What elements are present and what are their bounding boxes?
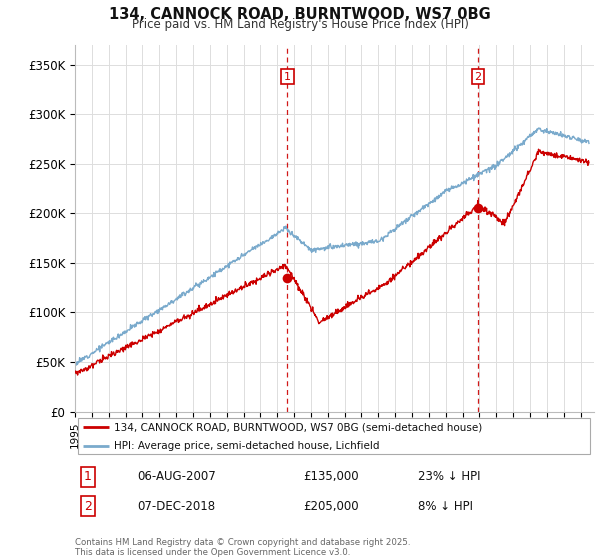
Text: Price paid vs. HM Land Registry's House Price Index (HPI): Price paid vs. HM Land Registry's House … xyxy=(131,18,469,31)
Text: 1: 1 xyxy=(284,72,291,82)
Text: HPI: Average price, semi-detached house, Lichfield: HPI: Average price, semi-detached house,… xyxy=(114,441,379,451)
Text: 07-DEC-2018: 07-DEC-2018 xyxy=(137,500,215,513)
Text: £135,000: £135,000 xyxy=(304,470,359,483)
Text: 8% ↓ HPI: 8% ↓ HPI xyxy=(418,500,473,513)
FancyBboxPatch shape xyxy=(77,418,590,454)
Text: 134, CANNOCK ROAD, BURNTWOOD, WS7 0BG (semi-detached house): 134, CANNOCK ROAD, BURNTWOOD, WS7 0BG (s… xyxy=(114,422,482,432)
Text: 1: 1 xyxy=(84,470,92,483)
Text: 134, CANNOCK ROAD, BURNTWOOD, WS7 0BG: 134, CANNOCK ROAD, BURNTWOOD, WS7 0BG xyxy=(109,7,491,22)
Text: 23% ↓ HPI: 23% ↓ HPI xyxy=(418,470,480,483)
Text: 2: 2 xyxy=(475,72,482,82)
Text: Contains HM Land Registry data © Crown copyright and database right 2025.
This d: Contains HM Land Registry data © Crown c… xyxy=(75,538,410,557)
Text: 2: 2 xyxy=(84,500,92,513)
Text: 06-AUG-2007: 06-AUG-2007 xyxy=(137,470,216,483)
Text: £205,000: £205,000 xyxy=(304,500,359,513)
